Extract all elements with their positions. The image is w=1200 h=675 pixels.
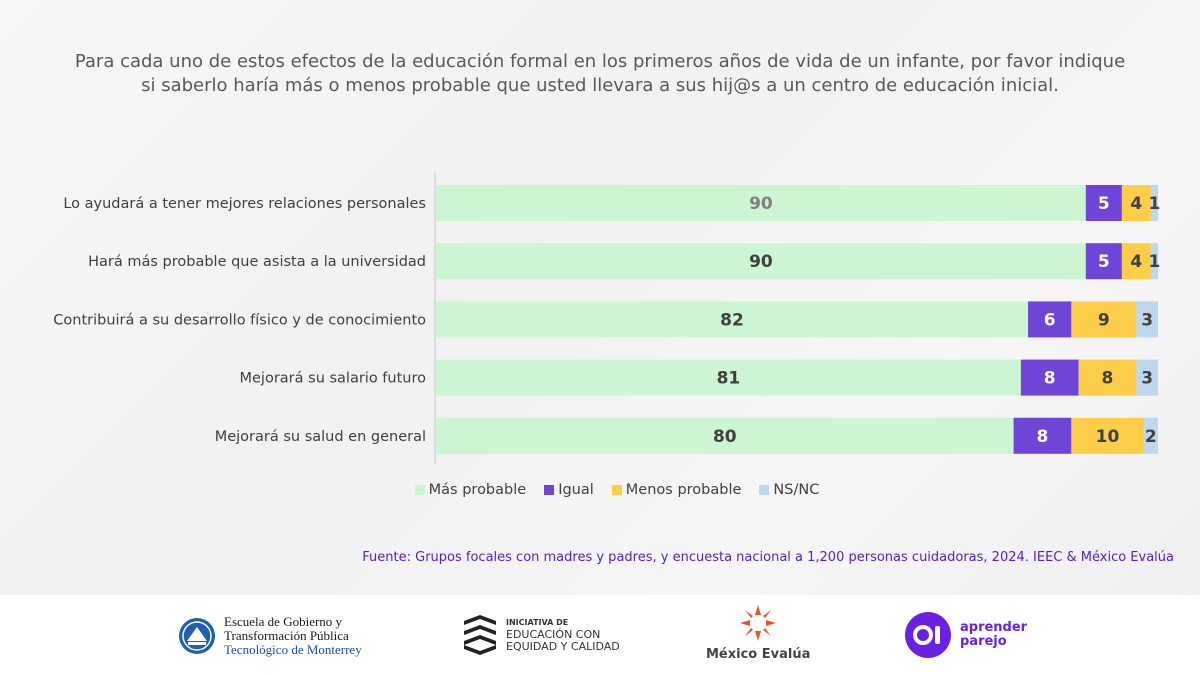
mexico-evalua-logo: México Evalúa [706,603,810,662]
legend-label: NS/NC [773,482,820,498]
data-label: 5 [1098,194,1110,214]
bar-segment [1143,417,1158,454]
source-note: Fuente: Grupos focales con madres y padr… [362,550,1174,565]
tec-monterrey-seal-icon [179,618,215,654]
bar-segment [1020,359,1079,396]
data-label: 4 [1130,252,1142,272]
category-label: Mejorará su salud en general [215,429,426,445]
ieec-line-3: EQUIDAD Y CALIDAD [506,640,620,653]
legend-swatch [544,485,555,495]
data-label: 6 [1044,310,1056,330]
category-label: Hará más probable que asista a la univer… [88,254,426,270]
bar-segment [436,243,1086,280]
data-label: 3 [1141,310,1153,330]
data-label: 90 [749,252,773,272]
ieec-line-1: INICIATIVA DE [506,618,569,627]
bar-segment [436,185,1086,221]
category-label: Mejorará su salario futuro [240,371,427,387]
bar-segment [1078,359,1137,396]
bar-segment [1085,243,1122,280]
category-label: Contribuirá a su desarrollo físico y de … [53,312,426,328]
bar-segment [436,359,1021,396]
bar-segment [1013,417,1072,454]
egt-line-3: Tecnológico de Monterrey [224,642,362,657]
data-label: 8 [1037,427,1049,447]
bar-segment [1121,243,1151,280]
bar-segment [1150,243,1158,280]
legend-item: Más probable [414,482,527,498]
bar-segment [436,417,1014,454]
egt-line-2: Transformación Pública [224,628,349,643]
category-label: Lo ayudará a tener mejores relaciones pe… [63,196,426,212]
aprender-parejo-logo: aprender parejo [904,611,1027,659]
bar-segment [1028,301,1072,338]
legend-label: Más probable [428,482,527,498]
title-line-2: si saberlo haría más o menos probable qu… [141,75,1059,96]
bar-segment [1085,185,1122,221]
data-label: 8 [1102,369,1114,389]
bar-segment [1071,301,1137,338]
aprender-parejo-line-1: aprender [960,620,1028,635]
legend-label: Igual [558,482,594,498]
chart-title: Para cada uno de estos efectos de la edu… [40,50,1160,98]
data-label: 5 [1098,252,1110,272]
stacked-bar-chart: Lo ayudará a tener mejores relaciones pe… [53,172,1160,464]
bar-segment [1071,417,1144,454]
data-label: 90 [749,194,773,214]
ieec-logo: INICIATIVA DE EDUCACIÓN CON EQUIDAD Y CA… [462,615,620,655]
mexico-evalua-name: México Evalúa [706,647,811,662]
data-label: 1 [1148,194,1160,214]
bar-segment [1150,185,1158,221]
bar-segment [1136,359,1158,396]
data-label: 1 [1148,252,1160,272]
title-line-1: Para cada uno de estos efectos de la edu… [74,51,1126,72]
footer-logos: Escuela de Gobierno y Transformación Púb… [0,595,1200,675]
legend-swatch [414,485,425,495]
aprender-parejo-line-2: parejo [960,634,1007,649]
mexico-evalua-star-icon [740,605,777,641]
ieec-line-2: EDUCACIÓN CON [506,628,601,641]
data-label: 80 [713,427,737,447]
bar-segment [1121,185,1151,221]
data-label: 82 [720,310,744,330]
bar-segment [436,301,1029,338]
ieec-mark-icon [464,615,496,655]
data-label: 9 [1098,310,1110,330]
bar-segment [1136,301,1158,338]
legend-item: Igual [544,482,594,498]
chart-legend: Más probable Igual Menos probable NS/NC [0,482,1200,498]
data-label: 2 [1145,427,1157,447]
legend-swatch [759,485,770,495]
data-label: 8 [1044,369,1056,389]
legend-swatch [611,485,622,495]
data-label: 10 [1096,427,1120,447]
egt-logo: Escuela de Gobierno y Transformación Púb… [178,615,362,657]
egt-line-1: Escuela de Gobierno y [224,614,343,629]
data-label: 3 [1141,369,1153,389]
aprender-parejo-mark-icon [905,612,951,658]
legend-label: Menos probable [625,482,742,498]
legend-item: Menos probable [611,482,742,498]
legend-item: NS/NC [759,482,819,498]
data-label: 81 [717,369,741,389]
data-label: 4 [1130,194,1142,214]
